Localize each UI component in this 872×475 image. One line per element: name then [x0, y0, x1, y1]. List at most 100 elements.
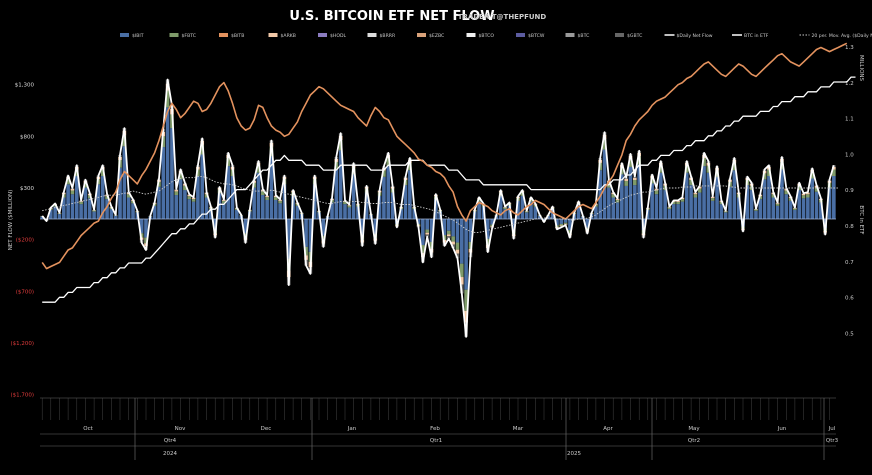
flow-bar-segment — [793, 208, 797, 210]
flow-bar-segment — [144, 237, 148, 244]
flow-bar-segment — [663, 190, 667, 219]
flow-bar-segment — [563, 219, 568, 223]
y-right-tick-label: 0.7 — [845, 260, 854, 266]
flow-bar-segment — [442, 235, 447, 240]
y-left-tick-label: $1,300 — [15, 83, 35, 89]
lines-group — [41, 42, 856, 338]
flow-bar-segment — [559, 225, 564, 227]
flow-bar-segment — [710, 196, 715, 199]
quarter-label: Qtr4 — [164, 438, 177, 444]
flow-bar-segment — [447, 219, 451, 231]
flow-bar-segment — [66, 184, 70, 219]
flow-bar-segment — [529, 201, 533, 219]
flow-bar-segment — [529, 199, 533, 202]
month-label: Mar — [513, 426, 524, 432]
flow-bar-segment — [260, 189, 265, 192]
flow-bar-segment — [819, 202, 823, 219]
flow-bar-segment — [139, 233, 144, 238]
month-label: Jul — [828, 426, 836, 432]
flow-bar-segment — [187, 199, 192, 219]
flow-bar-segment — [165, 90, 170, 108]
flow-bar-segment — [671, 204, 676, 219]
flow-bar-segment — [810, 172, 815, 179]
flow-bar-segment — [689, 185, 693, 219]
flow-bar-segment — [697, 188, 702, 193]
flow-bar-segment — [403, 185, 408, 219]
flow-bar-segment — [174, 191, 179, 196]
flow-bar-segment — [693, 197, 698, 219]
flow-bar-segment — [447, 230, 451, 235]
flow-bar-segment — [200, 154, 205, 219]
flow-bar-segment — [459, 277, 464, 285]
flow-bar-segment — [468, 219, 473, 242]
flow-bar-segment — [243, 233, 248, 238]
flow-bar-segment — [806, 194, 810, 198]
flow-bar-segment — [451, 219, 455, 237]
flow-bar-segment — [295, 205, 300, 219]
legend-label: $BRRR — [380, 33, 396, 39]
flow-bar-segment — [178, 173, 183, 180]
flow-bar-segment — [412, 209, 417, 219]
flow-bar-segment — [100, 176, 105, 219]
legend-label: $EZBC — [429, 33, 444, 39]
legend-label: $GBTC — [627, 33, 642, 39]
flow-bar-segment — [719, 201, 724, 205]
flow-bar-segment — [633, 185, 637, 219]
flow-bar-segment — [615, 202, 620, 219]
flow-bar-segment — [732, 170, 737, 219]
flow-bar-segment — [421, 219, 425, 246]
flow-bar-segment — [468, 241, 473, 249]
legend-label: $HODL — [330, 33, 347, 39]
y-right-tick-label: 0.8 — [845, 224, 854, 230]
flow-bar-segment — [464, 219, 468, 290]
flow-bar-segment — [689, 180, 693, 186]
flow-bar-segment — [658, 172, 663, 219]
flow-bar-segment — [100, 169, 105, 177]
flow-bar-segment — [563, 223, 568, 225]
flow-bar-segment — [286, 219, 291, 259]
flow-bar-segment — [390, 192, 395, 219]
flow-bar-segment — [74, 176, 79, 219]
month-label: May — [688, 426, 700, 432]
legend: $IBIT $FBTC $BITB $ARKB $HODL $BRRR $EZBC $BTCO… — [120, 33, 872, 39]
flow-bar-segment — [347, 205, 352, 208]
moving-average-line — [42, 176, 839, 233]
flow-bar-segment — [498, 195, 503, 219]
flow-bar-segment — [191, 199, 196, 202]
flow-bar-segment — [762, 173, 767, 180]
flow-bar-segment — [260, 195, 265, 219]
flow-bar-segment — [196, 176, 200, 219]
flow-bar-segment — [537, 215, 542, 219]
flow-bar-segment — [624, 180, 628, 186]
flow-bar-segment — [620, 174, 624, 219]
flow-bar-segment — [650, 183, 654, 219]
flow-bar-segment — [222, 203, 226, 219]
flow-bar-segment — [624, 178, 628, 181]
legend-swatch — [615, 33, 624, 37]
flow-bar-segment — [667, 209, 672, 219]
flow-bar-segment — [697, 186, 702, 189]
flow-bar-segment — [728, 186, 732, 219]
flow-bar-segment — [628, 159, 633, 167]
flow-bar-segment — [563, 222, 568, 224]
flow-bar-segment — [455, 219, 460, 243]
flow-bar-segment — [676, 200, 680, 202]
flow-bar-segment — [784, 194, 789, 219]
flow-bar-segment — [775, 205, 780, 219]
legend-label: BTC in ETF — [744, 33, 769, 39]
flow-bar-segment — [559, 223, 564, 226]
legend-label: $IBIT — [132, 33, 144, 39]
flow-bar-segment — [459, 263, 464, 278]
flow-bar-segment — [775, 203, 780, 206]
flow-bar-segment — [312, 184, 317, 219]
legend-swatch — [120, 33, 129, 37]
flow-bar-segment — [373, 219, 378, 234]
flow-bar-segment — [633, 180, 637, 186]
flow-bar-segment — [702, 158, 706, 167]
flow-bar-segment — [693, 192, 698, 195]
flow-bar-segment — [507, 205, 512, 219]
flow-bar-segment — [79, 201, 83, 205]
y-left-tick-label: ($1,700) — [10, 393, 34, 399]
flow-bar-segment — [330, 202, 334, 219]
